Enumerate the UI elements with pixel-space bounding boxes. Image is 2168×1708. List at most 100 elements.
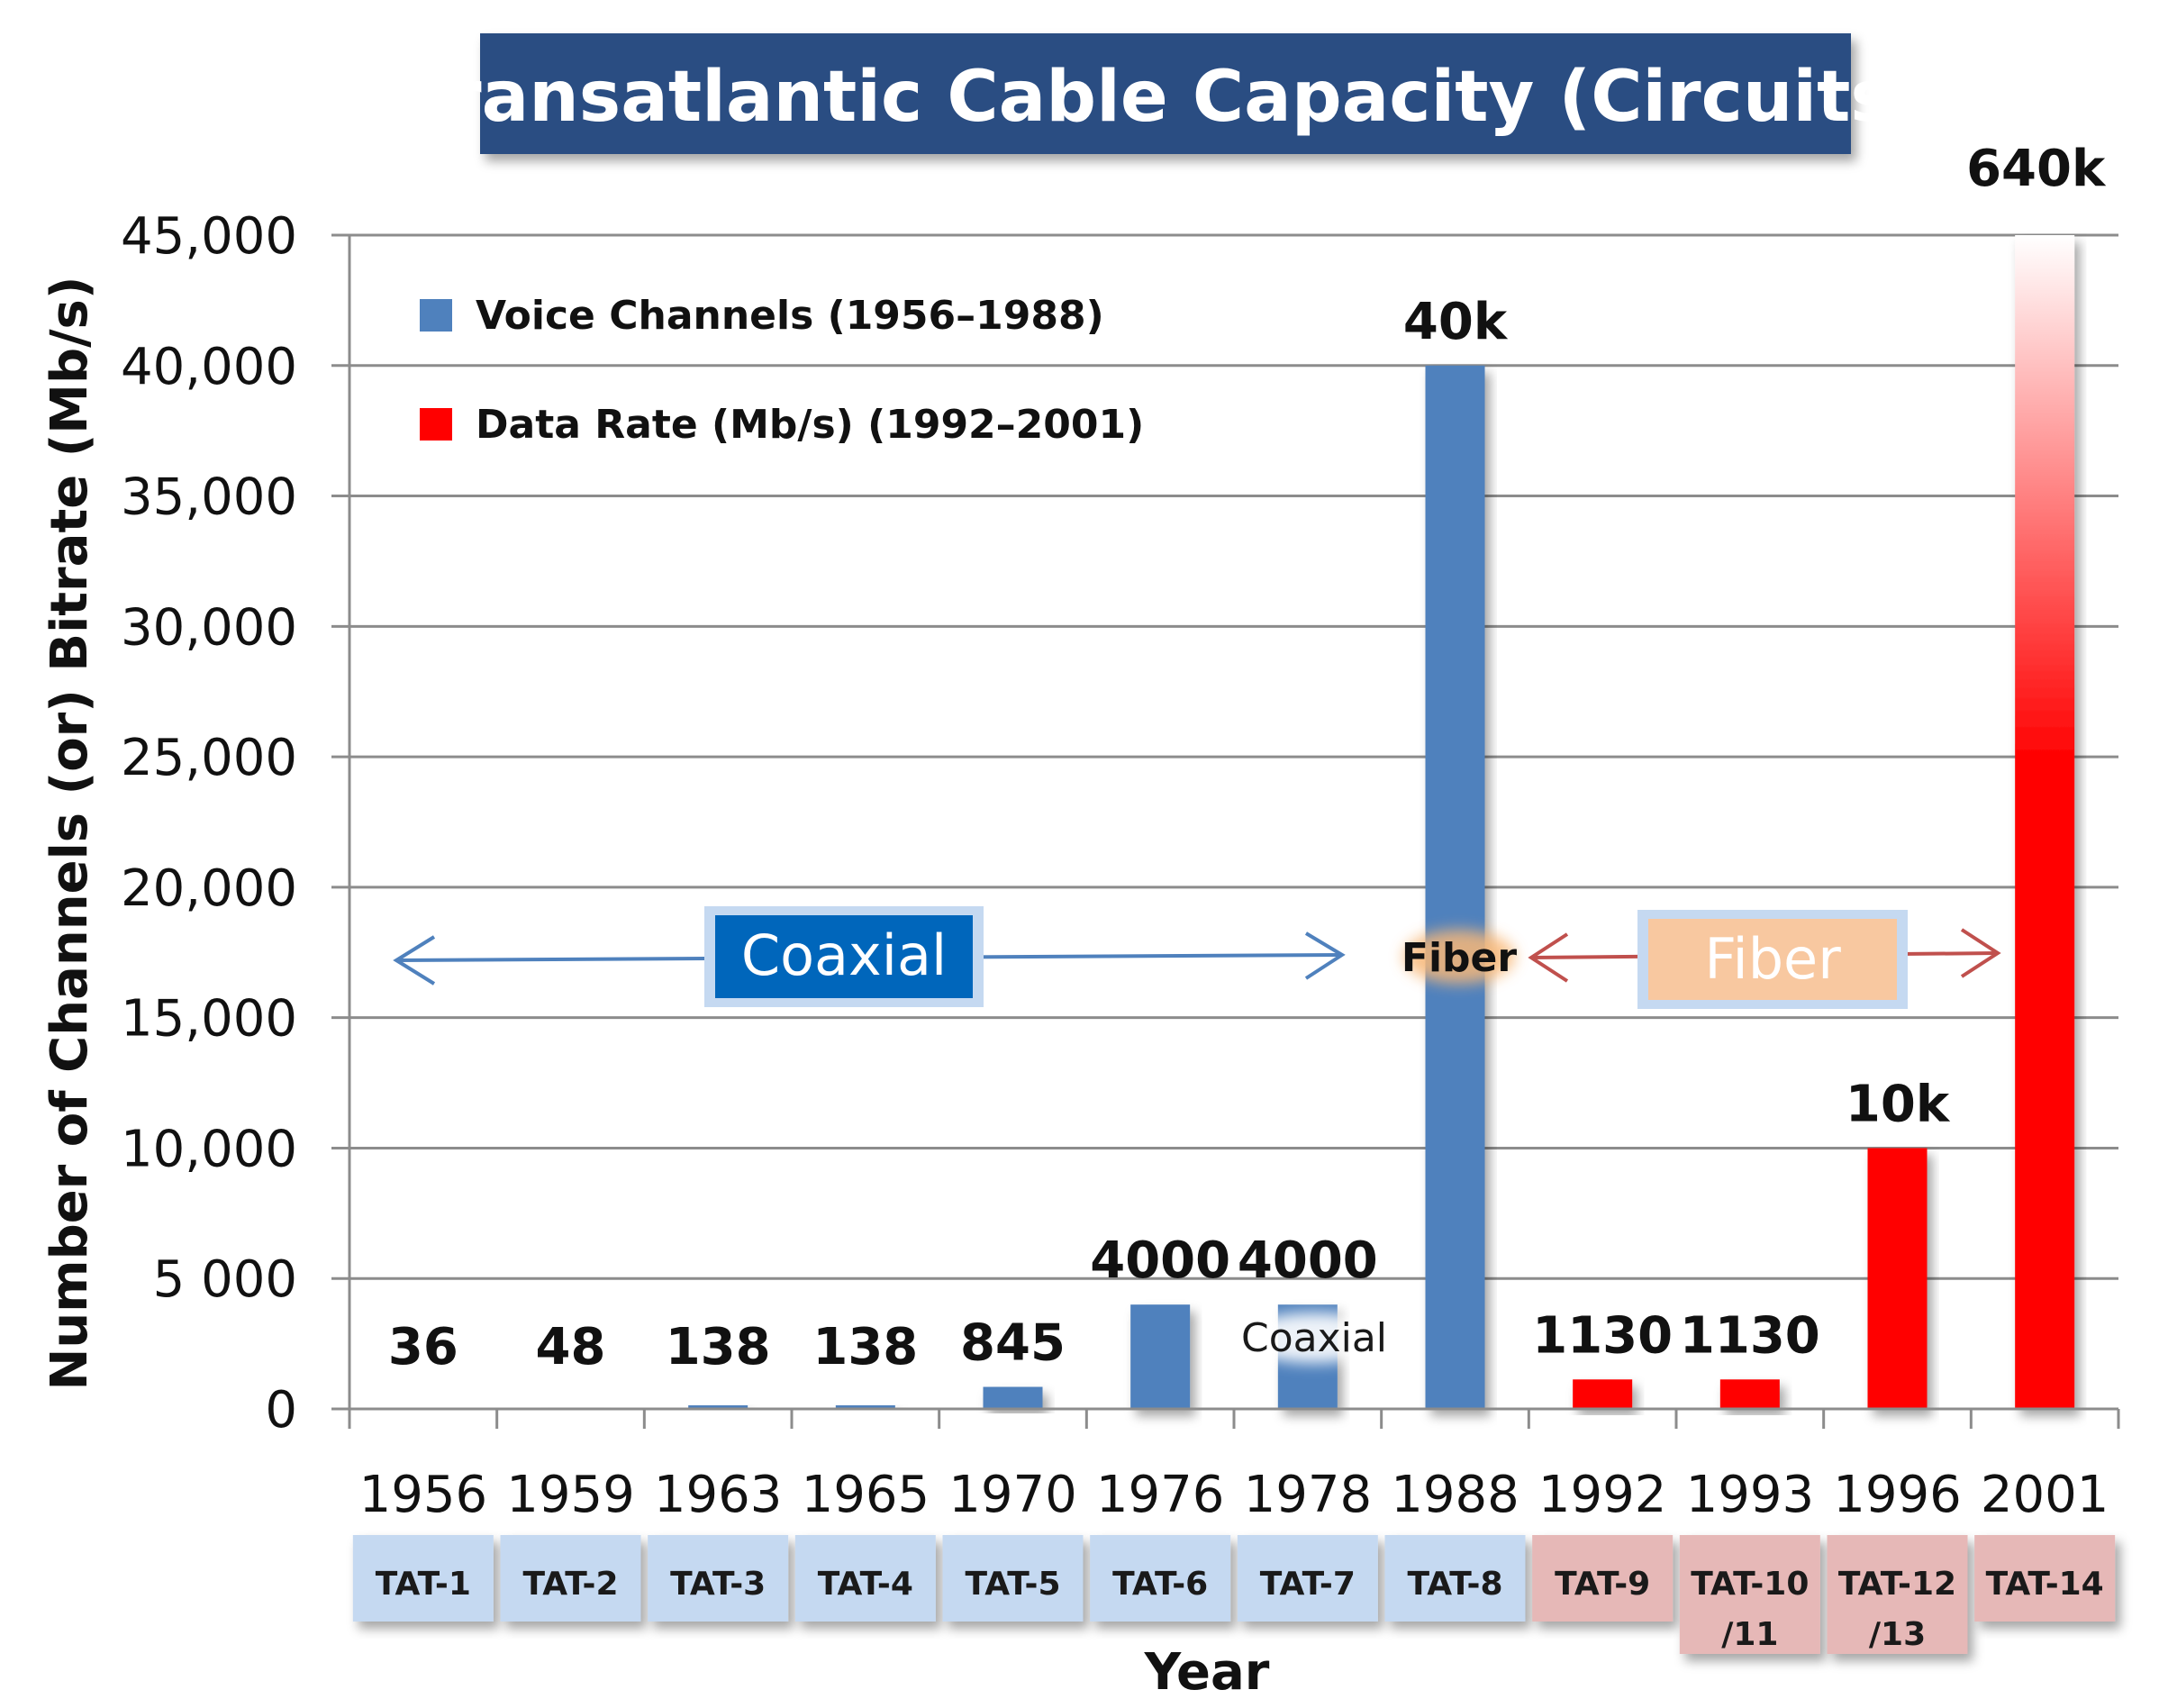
y-tick-label: 10,000 <box>121 1120 297 1178</box>
x-tick-label: 1976 <box>1096 1466 1225 1524</box>
fiber-box-label: Fiber <box>1704 926 1841 992</box>
y-tick-label: 15,000 <box>121 990 297 1049</box>
x-tick-label: 1970 <box>948 1466 1077 1524</box>
cable-label-box <box>500 1535 641 1622</box>
cable-label: TAT-2 <box>522 1566 618 1603</box>
chart-title-text: Transatlantic Cable Capacity (Circuits) <box>407 57 1925 138</box>
cable-label-box <box>1679 1535 1820 1654</box>
x-tick-labels: 1956 1959 1963 1965 1970 1976 1978 1988 1992 1993… <box>359 1466 2109 1524</box>
y-axis: 0 5 000 10,000 15,000 20,000 25,000 30,000 35,0… <box>121 207 351 1440</box>
coaxial-arrow-left-head <box>393 935 436 986</box>
x-tick-label: 1963 <box>654 1466 783 1524</box>
cable-label-box <box>1532 1535 1674 1622</box>
fiber-bar-glow <box>1403 930 1515 984</box>
cable-label-box <box>1974 1535 2116 1622</box>
y-tick-label: 30,000 <box>121 598 297 657</box>
cable-label-box <box>352 1535 494 1622</box>
cable-label-box <box>1090 1535 1231 1622</box>
bar-1993 <box>1719 1379 1780 1409</box>
fiber-arrow-left-head <box>1528 932 1569 983</box>
bar-1970 <box>983 1386 1043 1409</box>
gridlines <box>331 233 2118 1411</box>
cable-label: TAT-12 <box>1838 1566 1956 1603</box>
value-label-1988: 40k <box>1403 293 1509 351</box>
legend-label-voice: Voice Channels (1956–1988) <box>476 293 1104 339</box>
y-tick-label: 20,000 <box>121 859 297 918</box>
value-label-1965: 138 <box>812 1318 918 1376</box>
value-label-1996: 10k <box>1846 1075 1951 1133</box>
x-tick-label: 1965 <box>802 1466 930 1524</box>
cable-label: TAT-3 <box>670 1566 766 1603</box>
y-tick-label: 40,000 <box>121 338 297 396</box>
x-tick-label: 1993 <box>1686 1466 1815 1524</box>
fiber-bar-label: Fiber <box>1401 935 1517 981</box>
cable-label-box <box>1384 1535 1526 1622</box>
value-label-1993: 1130 <box>1680 1306 1820 1365</box>
bar-1996 <box>1867 1148 1928 1409</box>
cable-label-box <box>942 1535 1084 1622</box>
cable-label-box <box>794 1535 936 1622</box>
coaxial-box-label: Coaxial <box>741 922 947 988</box>
bar-1992 <box>1573 1379 1633 1409</box>
x-tick-label: 1988 <box>1391 1466 1519 1524</box>
legend-swatch-voice <box>420 299 452 332</box>
fiber-arrow-right-head <box>1960 928 2001 978</box>
bar-1976 <box>1130 1304 1191 1409</box>
x-tick-label: 1996 <box>1833 1466 1962 1524</box>
coaxial-bar-glow <box>1242 1313 1386 1363</box>
legend-label-data: Data Rate (Mb/s) (1992–2001) <box>476 402 1144 448</box>
chart-title: Transatlantic Cable Capacity (Circuits) <box>407 33 1925 154</box>
x-axis <box>348 1407 2120 1429</box>
coaxial-bar-annotation: Coaxial <box>1241 1313 1387 1363</box>
x-tick-label: 1959 <box>506 1466 635 1524</box>
coaxial-bar-label: Coaxial <box>1241 1315 1387 1361</box>
cable-label: /11 <box>1721 1616 1778 1653</box>
value-label-1992: 1130 <box>1532 1306 1673 1365</box>
legend: Voice Channels (1956–1988) Data Rate (Mb… <box>420 293 1144 448</box>
y-tick-label: 35,000 <box>121 468 297 527</box>
coaxial-box <box>715 915 973 998</box>
x-tick-label: 2001 <box>1981 1466 2109 1524</box>
value-labels: 36 48 138 138 845 4000 4000 40k 1130 1130 10k 640k <box>388 140 2107 1376</box>
coaxial-arrow-right-head <box>1304 931 1346 980</box>
y-tick-label: 25,000 <box>121 729 297 787</box>
bar-1988 <box>1425 365 1485 1409</box>
bar-2001 <box>2015 235 2075 1409</box>
y-tick-label: 45,000 <box>121 207 297 266</box>
fiber-box <box>1648 919 1897 1000</box>
x-tick-label: 1978 <box>1244 1466 1373 1524</box>
cable-label: TAT-6 <box>1112 1566 1208 1603</box>
value-label-1978: 4000 <box>1238 1231 1378 1290</box>
cable-label: TAT-7 <box>1260 1566 1356 1603</box>
cable-label: TAT-4 <box>818 1566 913 1603</box>
value-label-2001: 640k <box>1966 140 2107 198</box>
cable-labels: TAT-1 TAT-2 TAT-3 TAT-4 TAT-5 TAT-6 TAT-7 TAT-8… <box>352 1535 2116 1654</box>
fiber-bar-annotation: Fiber <box>1401 930 1517 984</box>
value-label-1959: 48 <box>536 1318 606 1376</box>
value-label-1976: 4000 <box>1090 1231 1230 1290</box>
x-axis-title: Year <box>1144 1643 1270 1702</box>
cable-label-box <box>1827 1535 1968 1654</box>
cable-label-box <box>648 1535 789 1622</box>
cable-label: TAT-1 <box>376 1566 471 1603</box>
y-tick-label: 0 <box>265 1381 297 1440</box>
cable-label: TAT-5 <box>965 1566 1060 1603</box>
cable-label: TAT-14 <box>1986 1566 2104 1603</box>
fiber-span-annotation: Fiber <box>1528 910 2001 1009</box>
value-label-1963: 138 <box>666 1318 771 1376</box>
cable-label: /13 <box>1869 1616 1926 1653</box>
bar-1963 <box>688 1405 748 1409</box>
cable-label: TAT-9 <box>1555 1566 1650 1603</box>
coaxial-span-annotation: Coaxial <box>393 906 1346 1007</box>
cable-label-box <box>1237 1535 1378 1622</box>
value-label-1970: 845 <box>960 1314 1066 1373</box>
bar-1965 <box>835 1405 895 1409</box>
x-tick-label: 1956 <box>359 1466 488 1524</box>
y-tick-label: 5 000 <box>153 1250 297 1309</box>
cable-label: TAT-8 <box>1407 1566 1502 1603</box>
cable-label: TAT-10 <box>1691 1566 1809 1603</box>
value-label-1956: 36 <box>388 1318 458 1376</box>
legend-swatch-data <box>420 408 452 441</box>
x-tick-label: 1992 <box>1538 1466 1667 1524</box>
